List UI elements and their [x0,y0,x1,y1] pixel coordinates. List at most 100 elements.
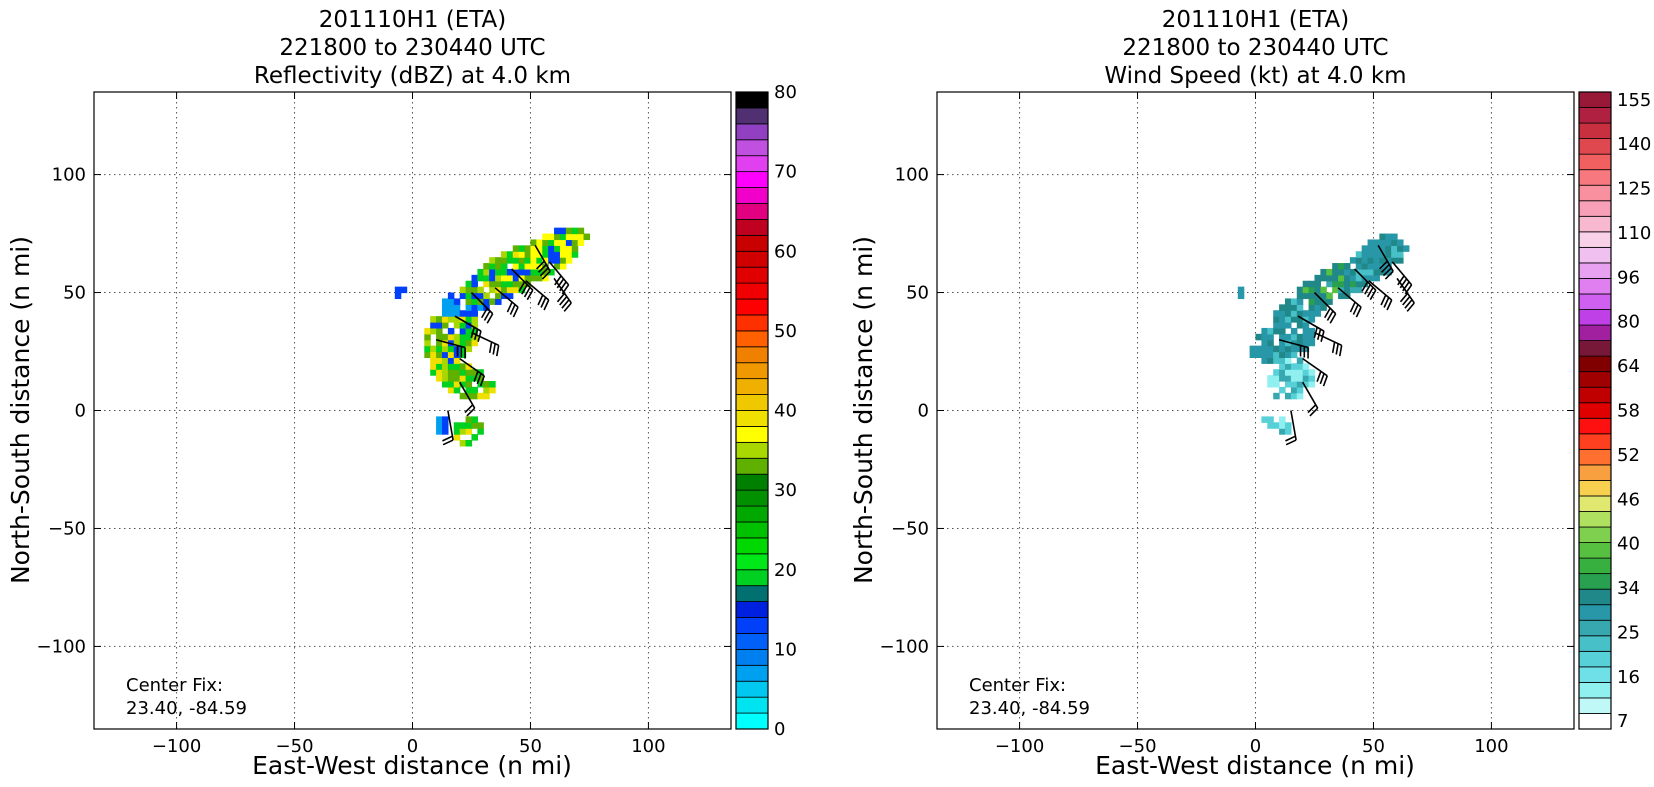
field-cell [453,310,461,317]
field-cell [495,263,502,270]
field-cell [453,428,461,435]
field-cell [524,251,532,258]
field-cell [447,292,455,300]
field-cell [459,363,467,370]
colorbar-segment [735,633,769,650]
colorbar-segment [1578,138,1612,155]
field-cell [500,268,508,276]
field-cell [1308,304,1316,311]
field-cell [1267,333,1274,341]
field-cell [1267,339,1274,347]
field-cell [483,392,490,400]
wind-barb-flag [1349,301,1356,313]
y-tick-label: −50 [48,518,86,539]
wind-barb-flag [473,371,479,382]
field-cell [1296,375,1304,382]
colorbar-segment [735,601,769,618]
x-axis-label: East-West distance (n mi) [252,751,572,780]
field-cell [512,257,520,264]
title-line-1: 201110H1 (ETA) [318,7,507,33]
field-cell [483,263,490,270]
field-cell [489,263,496,270]
wind-barb [1377,244,1394,272]
field-cell [518,286,526,294]
field-cell [1290,363,1298,370]
field-cell [1338,292,1345,300]
field-cell [471,274,478,282]
field-cell [1302,363,1310,370]
field-cell [483,280,490,288]
field-cell [500,263,508,270]
colorbar-segment [1578,324,1612,341]
field-cell [571,239,579,246]
field-cell [459,439,467,447]
field-cell [430,345,437,353]
field-cell [1284,375,1292,382]
wind-barb [548,261,570,286]
panel-title-left: 201110H1 (ETA) 221800 to 230440 UTC Refl… [94,6,731,90]
field-cell [471,298,478,305]
wind-barb-flag [464,404,474,414]
y-tick-label: −50 [891,518,929,539]
field-cell [1237,286,1245,294]
y-tick-label: 0 [75,401,86,422]
field-cell [1379,245,1386,252]
field-cell [1302,316,1310,323]
field-cell [1290,392,1298,400]
field-cell [459,345,467,353]
field-cell [465,339,473,347]
wind-barb-flag [1378,260,1388,270]
field-cell [1279,339,1286,347]
colorbar-tick-label: 0 [774,719,785,740]
field-cell [1373,268,1380,276]
wind-barb [1368,280,1393,301]
field-cell [465,322,473,329]
field-cell [554,233,561,241]
x-tick-label: −50 [1119,736,1157,757]
field-cell [453,304,461,311]
field-cell [1308,310,1316,317]
field-cell [465,310,473,317]
field-cell [489,386,496,394]
wind-barb-flag [479,375,486,387]
field-cell [1385,233,1392,241]
colorbar-segment [735,330,769,348]
field-cell [424,339,431,347]
field-cell [1355,251,1363,258]
x-tick-label: 50 [519,736,542,757]
field-cell [1314,298,1321,305]
field-cell [1314,274,1321,282]
field-cell [1279,386,1286,394]
wind-barb-flag [495,345,500,357]
field-cell [1367,257,1375,264]
field-cell [447,310,455,317]
colorbar-segment [1578,386,1612,404]
field-cell [477,422,484,429]
x-axis-label: East-West distance (n mi) [1095,751,1415,780]
field-cell [512,280,520,288]
field-cell [565,239,573,246]
center-fix-label: Center Fix: [969,675,1067,696]
colorbar-segment [1578,278,1612,295]
wind-barb-flag [1369,289,1377,301]
field-cell [1385,245,1392,252]
colorbar-tick-label: 50 [774,321,797,342]
field-cell [1349,257,1357,264]
field-cell [1373,239,1380,246]
colorbar-segment [735,282,769,300]
field-cell [1349,274,1357,282]
field-cell [500,274,508,282]
wind-barb-flag [521,284,528,295]
colorbar-segment [1578,293,1612,310]
field-cell [441,322,449,329]
field-cell [441,422,449,429]
field-cell [571,227,579,235]
field-cell [1373,251,1380,258]
field-cell [542,257,549,264]
field-cell [530,245,537,252]
field-cell [1308,381,1316,388]
field-cell [1284,333,1292,341]
field-cell [548,268,555,276]
field-cell [1279,327,1286,335]
field-cell [1379,239,1386,246]
